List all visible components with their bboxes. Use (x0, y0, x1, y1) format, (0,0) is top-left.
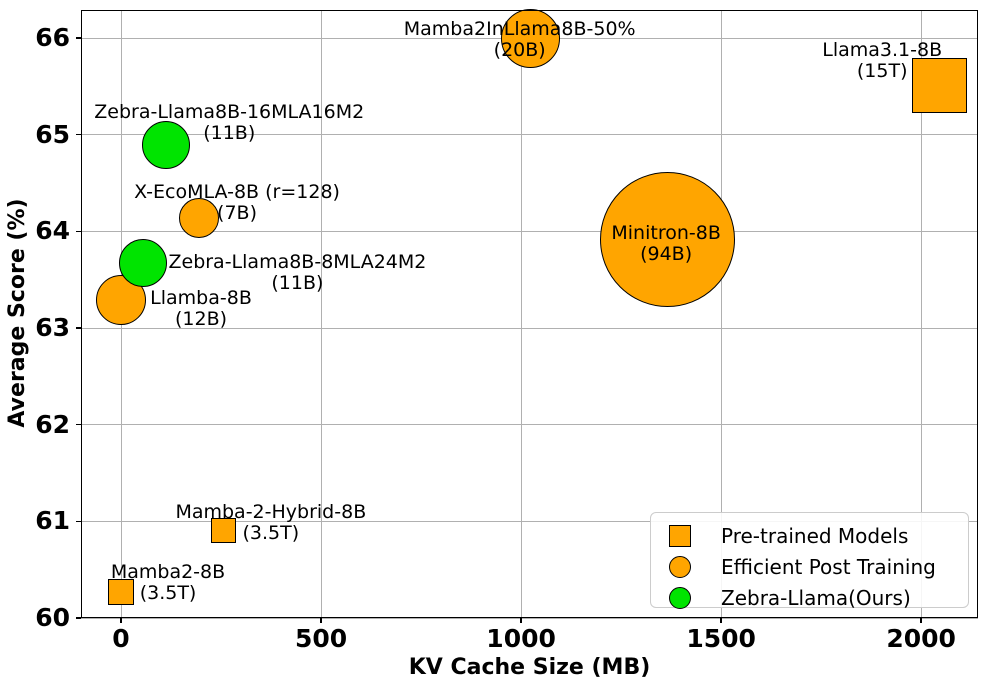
point-marker-mamba2inllama8b-50 (501, 8, 561, 68)
point-marker-llama3-1-8b (911, 57, 967, 113)
y-tick-label-66: 66 (35, 23, 70, 53)
legend-circle-marker-icon (669, 555, 691, 578)
point-marker-zebra-llama8b-8mla24m2 (119, 239, 168, 288)
gridline-y-62 (81, 424, 978, 426)
point-label-zebra-llama8b-8mla24m2: Zebra-Llama8B-8MLA24M2 (11B) (0, 252, 597, 294)
x-tickmark-500 (320, 618, 322, 623)
y-tick-label-60: 60 (35, 603, 70, 632)
x-tickmark-1000 (520, 618, 522, 623)
legend-circle-marker-icon (669, 586, 691, 609)
y-tickmark-61 (76, 520, 81, 523)
x-tick-label-500: 500 (294, 624, 348, 653)
gridline-y-65 (81, 134, 978, 136)
legend-item-label: Pre-trained Models (721, 523, 909, 548)
point-marker-x-ecomla-8b-r-128 (179, 197, 220, 238)
x-tick-label-2000: 2000 (886, 624, 956, 653)
x-axis-title: KV Cache Size (MB) (408, 655, 651, 680)
point-size: (3.5T) (242, 522, 300, 545)
x-tickmark-2000 (920, 618, 922, 623)
point-size: (11B) (271, 272, 324, 295)
legend-item-efficient-post-training: Efficient Post Training (651, 551, 968, 582)
point-name: Llamba-8B (150, 286, 252, 309)
point-marker-zebra-llama8b-16mla16m2 (142, 121, 191, 170)
legend: Pre-trained Models Efficient Post Trainin… (650, 512, 969, 610)
point-marker-minitron-8b (599, 171, 735, 307)
gridline-y-61 (81, 520, 978, 522)
legend-item-label: Zebra-Llama(Ours) (721, 585, 911, 610)
x-tickmark-1500 (720, 618, 722, 623)
point-marker-mamba2-8b (108, 578, 134, 605)
y-tickmark-62 (76, 423, 81, 426)
y-tick-label-61: 61 (35, 506, 70, 536)
gridline-x-1000 (520, 10, 522, 618)
y-tick-label-63: 63 (35, 313, 70, 343)
y-tick-label-64: 64 (35, 216, 70, 246)
y-tickmark-66 (76, 37, 81, 39)
point-name: Zebra-Llama8B-16MLA16M2 (94, 101, 365, 124)
y-tickmark-60 (76, 617, 81, 619)
legend-item-pre-trained-models: Pre-trained Models (651, 520, 968, 551)
point-marker-mamba-2-hybrid-8b (211, 517, 237, 543)
y-tick-label-65: 65 (35, 119, 70, 149)
point-name: Mamba2-8B (110, 560, 226, 583)
y-tickmark-63 (76, 327, 81, 329)
point-size: (7B) (217, 201, 257, 224)
point-label-x-ecomla-8b-r-128: X-EcoMLA-8B (r=128) (7B) (0, 180, 537, 224)
legend-square-marker-icon (669, 524, 691, 547)
x-tickmark-0 (120, 618, 122, 623)
x-tick-label-1500: 1500 (686, 624, 756, 653)
gridline-y-63 (81, 327, 978, 329)
gridline-x-500 (320, 10, 322, 618)
y-tickmark-64 (76, 230, 81, 233)
gridline-y-64 (81, 230, 978, 232)
point-name: X-EcoMLA-8B (r=128) (134, 180, 340, 203)
point-label-llamba-8b: Llamba-8B (12B) (0, 286, 501, 330)
y-tick-label-62: 62 (35, 409, 70, 439)
legend-item-zebra-llama-ours: Zebra-Llama(Ours) (651, 582, 968, 613)
x-tick-label-0: 0 (112, 624, 130, 653)
point-name: Zebra-Llama8B-8MLA24M2 (168, 251, 427, 274)
x-tick-label-1000: 1000 (486, 624, 556, 653)
point-label-mamba-2-hybrid-8b: Mamba-2-Hybrid-8B (3.5T) (0, 502, 571, 544)
y-tickmark-65 (76, 133, 81, 136)
gridline-x-1500 (720, 10, 722, 618)
point-label-mamba2-8b: Mamba2-8B (3.5T) (0, 560, 468, 604)
legend-item-label: Efficient Post Training (721, 554, 936, 579)
point-label-zebra-llama8b-16mla16m2: Zebra-Llama8B-16MLA16M2 (11B) (0, 102, 529, 144)
gridline-x-2000 (920, 10, 922, 618)
gridline-y-60 (81, 617, 978, 619)
point-size: (3.5T) (139, 581, 197, 604)
